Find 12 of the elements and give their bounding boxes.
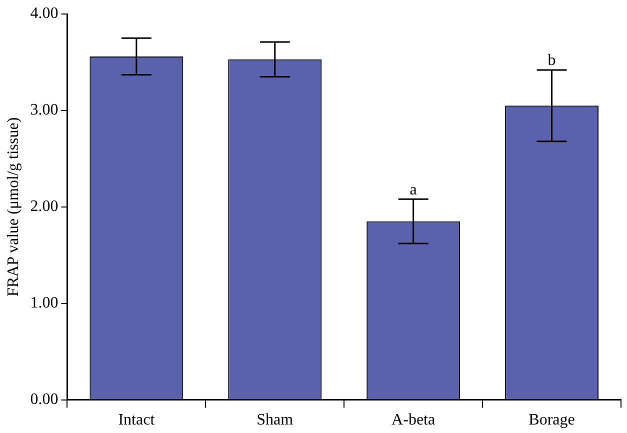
y-tick-label: 3.00 [30,102,58,119]
y-tick-label: 0.00 [30,391,58,408]
x-tick-label: Borage [528,412,575,429]
x-tick-label: A-beta [392,412,436,429]
x-tick-label: Sham [256,412,294,429]
x-tick-label: Intact [118,412,156,429]
y-axis-title: FRAP value (μmol/g tissue) [4,117,22,296]
annotation: a [410,181,417,198]
y-tick-label: 4.00 [30,5,58,22]
y-tick-label: 1.00 [30,294,58,312]
annotation: b [548,52,556,70]
y-tick-label: 2.00 [30,198,58,216]
